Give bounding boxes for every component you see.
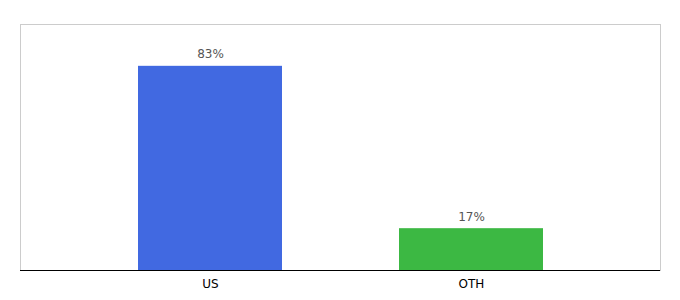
svg-text:OTH: OTH <box>459 277 485 291</box>
svg-text:83%: 83% <box>197 47 224 61</box>
svg-text:17%: 17% <box>458 210 485 224</box>
svg-text:US: US <box>202 277 218 291</box>
